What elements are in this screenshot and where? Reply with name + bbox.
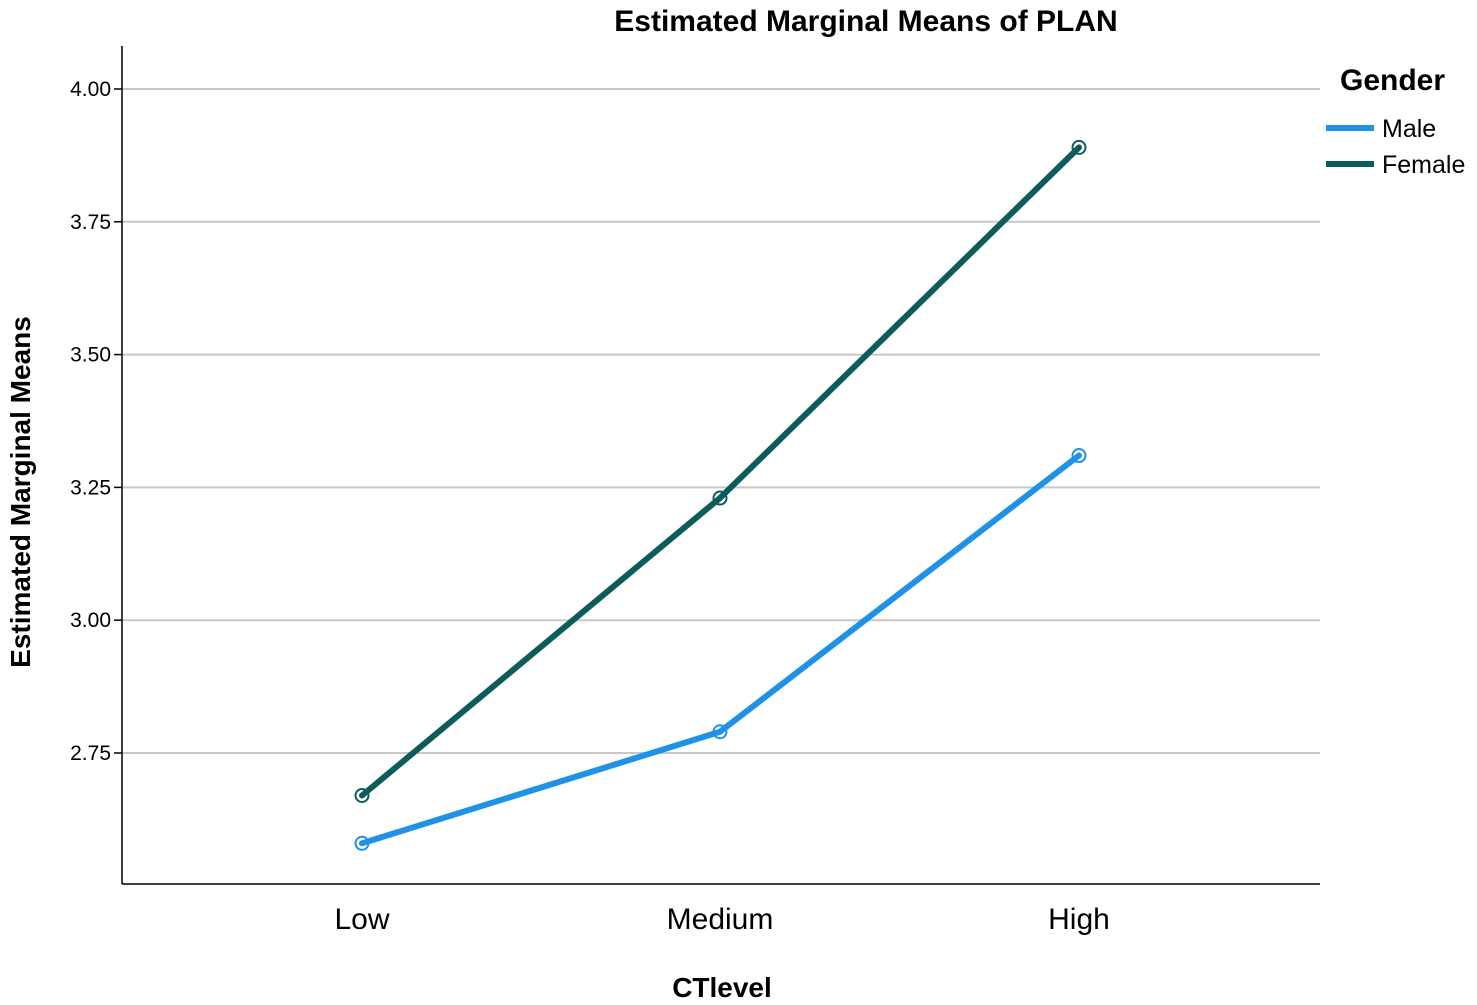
- legend-label-female: Female: [1382, 151, 1465, 179]
- data-point-male-high: [1071, 448, 1087, 464]
- y-tick-labels: 2.75 3.00 3.25 3.50 3.75 4.00: [70, 78, 111, 765]
- legend-title: Gender: [1340, 64, 1445, 97]
- x-axis-title: CTlevel: [672, 972, 772, 1003]
- y-tick-label-4: 3.75: [70, 211, 111, 234]
- legend: Gender Male Female: [1326, 64, 1465, 179]
- axes: [121, 46, 1320, 885]
- x-tick-labels: Low Medium High: [334, 903, 1109, 936]
- data-point-female-high: [1071, 139, 1087, 155]
- y-tick-label-5: 4.00: [70, 78, 111, 101]
- gridlines: [114, 88, 1320, 754]
- x-tick-label-1: Medium: [667, 903, 774, 936]
- y-axis-title: Estimated Marginal Means: [5, 316, 36, 668]
- chart-title: Estimated Marginal Means of PLAN: [614, 5, 1117, 38]
- y-tick-label-2: 3.25: [70, 476, 111, 499]
- legend-label-male: Male: [1382, 115, 1436, 143]
- y-tick-label-3: 3.50: [70, 344, 111, 367]
- y-tick-label-1: 3.00: [70, 609, 111, 632]
- series-line-male: [359, 452, 1082, 847]
- data-point-female-low: [354, 787, 370, 803]
- series-group: [354, 139, 1087, 851]
- data-point-male-medium: [712, 724, 728, 740]
- data-point-female-medium: [712, 490, 728, 506]
- series-line-female: [359, 144, 1082, 799]
- data-point-male-low: [354, 835, 370, 851]
- y-tick-label-0: 2.75: [70, 742, 111, 765]
- x-tick-label-0: Low: [334, 903, 389, 936]
- x-tick-label-2: High: [1048, 903, 1110, 936]
